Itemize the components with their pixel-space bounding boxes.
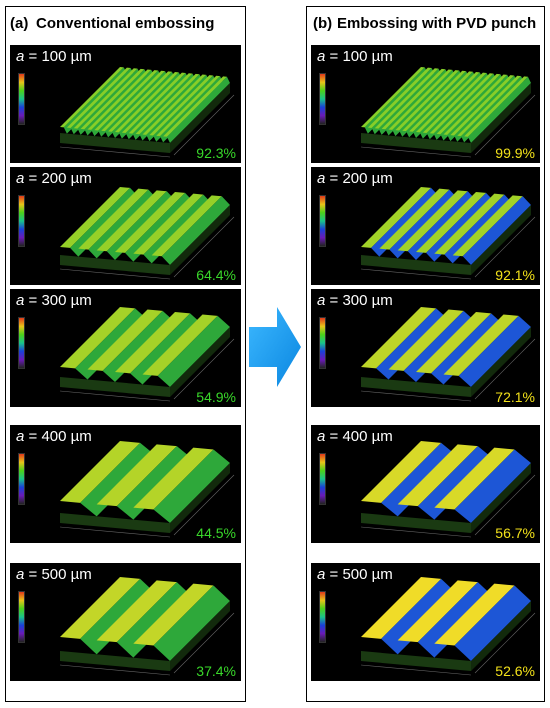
height-colorbar: [319, 591, 326, 643]
column-title: (a) Conventional embossing: [6, 11, 245, 37]
surface-topography-plot: [360, 187, 536, 280]
height-colorbar: [18, 73, 25, 125]
panel-tag: (b): [313, 15, 333, 32]
fill-percentage: 64.4%: [196, 267, 236, 283]
column-heading: Conventional embossing: [36, 15, 215, 32]
a-value: = 500 µm: [325, 566, 393, 583]
fill-percentage: 92.3%: [196, 145, 236, 161]
a-value: = 400 µm: [325, 428, 393, 445]
groove-width-label: a = 300 µm: [16, 292, 92, 309]
surface-topography-plot: [360, 67, 536, 158]
fill-percentage: 92.1%: [495, 267, 535, 283]
height-colorbar: [18, 453, 25, 505]
surface-panel: a = 100 µm 92.3%: [10, 45, 241, 163]
surface-panel: a = 400 µm 44.5%: [10, 425, 241, 543]
surface-topography-plot: [360, 307, 536, 402]
height-colorbar: [319, 453, 326, 505]
a-symbol: a: [317, 170, 326, 187]
a-symbol: a: [16, 292, 25, 309]
a-value: = 100 µm: [325, 48, 393, 65]
a-symbol: a: [317, 48, 326, 65]
a-value: = 300 µm: [325, 292, 393, 309]
groove-width-label: a = 500 µm: [317, 566, 393, 583]
groove-width-label: a = 300 µm: [317, 292, 393, 309]
a-symbol: a: [317, 566, 326, 583]
surface-panel: a = 500 µm 37.4%: [10, 563, 241, 681]
a-symbol: a: [16, 170, 25, 187]
a-value: = 500 µm: [24, 566, 92, 583]
fill-percentage: 37.4%: [196, 663, 236, 679]
height-colorbar: [319, 73, 326, 125]
groove-width-label: a = 100 µm: [317, 48, 393, 65]
surface-topography-plot: [59, 187, 235, 280]
a-value: = 200 µm: [325, 170, 393, 187]
a-symbol: a: [16, 428, 25, 445]
a-value: = 100 µm: [24, 48, 92, 65]
a-symbol: a: [16, 48, 25, 65]
fill-percentage: 99.9%: [495, 145, 535, 161]
a-symbol: a: [317, 428, 326, 445]
conventional-embossing-column: (a) Conventional embossing a = 100 µm 92.…: [5, 6, 246, 702]
arrow-right-icon: [249, 307, 301, 387]
fill-percentage: 56.7%: [495, 525, 535, 541]
a-value: = 300 µm: [24, 292, 92, 309]
fill-percentage: 72.1%: [495, 389, 535, 405]
a-symbol: a: [16, 566, 25, 583]
surface-panel: a = 200 µm 92.1%: [311, 167, 540, 285]
fill-percentage: 44.5%: [196, 525, 236, 541]
groove-width-label: a = 400 µm: [317, 428, 393, 445]
height-colorbar: [18, 195, 25, 247]
surface-topography-plot: [360, 441, 536, 538]
surface-topography-plot: [59, 577, 235, 676]
groove-width-label: a = 100 µm: [16, 48, 92, 65]
surface-panel: a = 500 µm 52.6%: [311, 563, 540, 681]
surface-topography-plot: [59, 441, 235, 538]
height-colorbar: [18, 591, 25, 643]
surface-panel: a = 200 µm 64.4%: [10, 167, 241, 285]
surface-topography-plot: [59, 67, 235, 158]
a-value: = 200 µm: [24, 170, 92, 187]
surface-panel: a = 300 µm 54.9%: [10, 289, 241, 407]
a-symbol: a: [317, 292, 326, 309]
height-colorbar: [18, 317, 25, 369]
a-value: = 400 µm: [24, 428, 92, 445]
groove-width-label: a = 500 µm: [16, 566, 92, 583]
surface-panel: a = 400 µm 56.7%: [311, 425, 540, 543]
groove-width-label: a = 200 µm: [16, 170, 92, 187]
surface-topography-plot: [59, 307, 235, 402]
surface-panel: a = 300 µm 72.1%: [311, 289, 540, 407]
fill-percentage: 54.9%: [196, 389, 236, 405]
column-title: (b) Embossing with PVD punch: [307, 11, 544, 37]
height-colorbar: [319, 195, 326, 247]
height-colorbar: [319, 317, 326, 369]
groove-width-label: a = 400 µm: [16, 428, 92, 445]
column-heading: Embossing with PVD punch: [337, 15, 537, 32]
groove-width-label: a = 200 µm: [317, 170, 393, 187]
surface-topography-plot: [360, 577, 536, 676]
pvd-punch-embossing-column: (b) Embossing with PVD punch a = 100 µm 9…: [306, 6, 545, 702]
surface-panel: a = 100 µm 99.9%: [311, 45, 540, 163]
panel-tag: (a): [10, 15, 29, 32]
fill-percentage: 52.6%: [495, 663, 535, 679]
